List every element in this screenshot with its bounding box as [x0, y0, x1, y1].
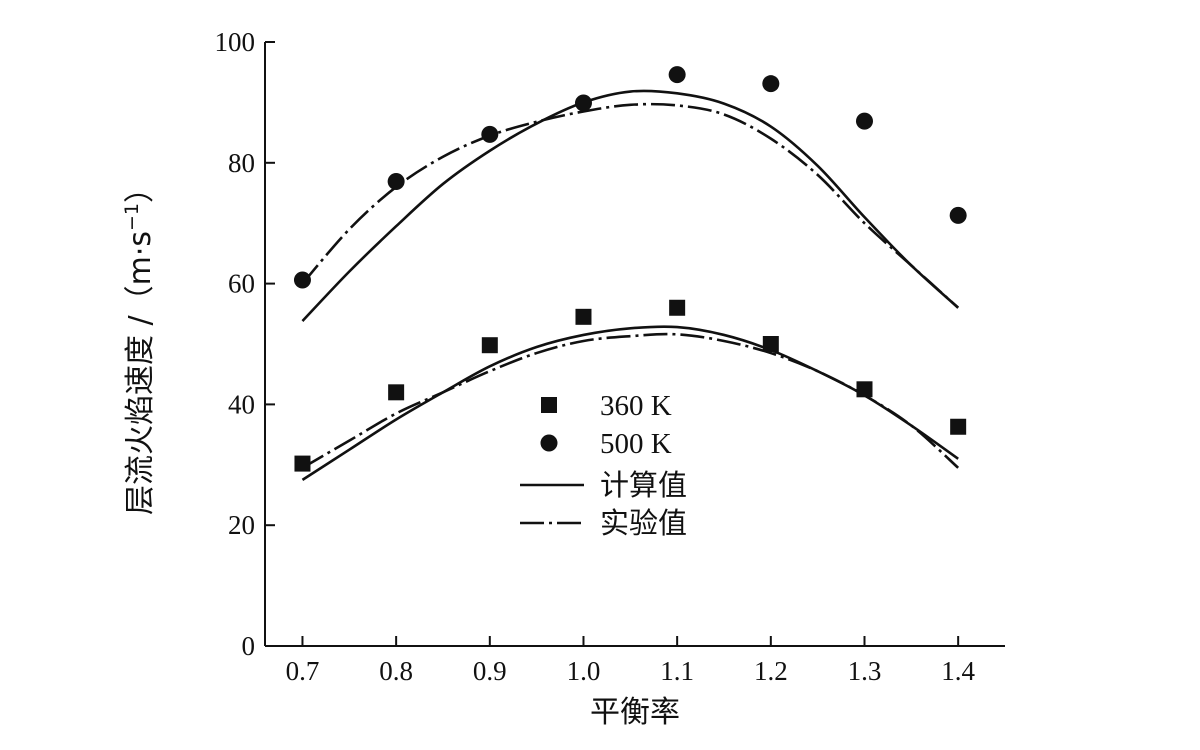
legend-label: 实验值	[600, 506, 687, 540]
experimental-curve	[301, 102, 960, 309]
markers	[293, 66, 967, 472]
legend-label: 计算值	[600, 468, 687, 502]
x-tick-label: 1.0	[567, 656, 601, 686]
point-360k	[669, 299, 686, 316]
point-500k	[574, 94, 592, 112]
point-500k	[762, 75, 780, 93]
point-360k	[294, 455, 311, 472]
curves	[301, 89, 960, 481]
point-500k	[293, 271, 311, 289]
point-360k	[575, 308, 592, 325]
x-tick-label: 0.9	[473, 656, 507, 686]
x-tick-label: 1.3	[848, 656, 882, 686]
axis-labels: 平衡率 层流火焰速度 /（m·s−1）	[121, 173, 680, 730]
calculated-curve	[301, 89, 960, 322]
x-tick-label: 0.7	[286, 656, 320, 686]
y-tick-label: 60	[228, 269, 255, 299]
legend-label: 360 K	[600, 390, 672, 422]
y-tick-label: 80	[228, 148, 255, 178]
x-tick-label: 1.2	[754, 656, 788, 686]
point-360k	[762, 336, 779, 352]
point-360k	[388, 384, 405, 401]
legend-label: 500 K	[600, 428, 672, 460]
axes: 0 20 40 60 80 100 0.7 0.8 0.9 1.0 1.1 1.2 1.3 1.4	[215, 27, 1005, 686]
experimental-curve	[301, 332, 960, 469]
x-tick-label: 1.4	[941, 656, 975, 686]
legend-circle-marker	[540, 434, 558, 452]
y-axis-title: 层流火焰速度 /（m·s−1）	[121, 173, 158, 515]
x-tick-label: 0.8	[379, 656, 413, 686]
legend-square-marker	[541, 397, 557, 413]
point-500k	[387, 173, 405, 191]
y-tick-label: 40	[228, 389, 255, 419]
point-360k	[481, 337, 498, 354]
y-tick-label: 100	[215, 27, 256, 57]
point-500k	[481, 125, 499, 143]
y-tick-label: 0	[242, 631, 256, 661]
point-500k	[668, 66, 686, 84]
x-axis-title: 平衡率	[590, 695, 680, 730]
point-360k	[950, 418, 967, 435]
point-500k	[949, 206, 967, 224]
y-tick-label: 20	[228, 510, 255, 540]
point-360k	[856, 381, 873, 398]
point-500k	[855, 112, 873, 130]
x-tick-label: 1.1	[660, 656, 694, 686]
